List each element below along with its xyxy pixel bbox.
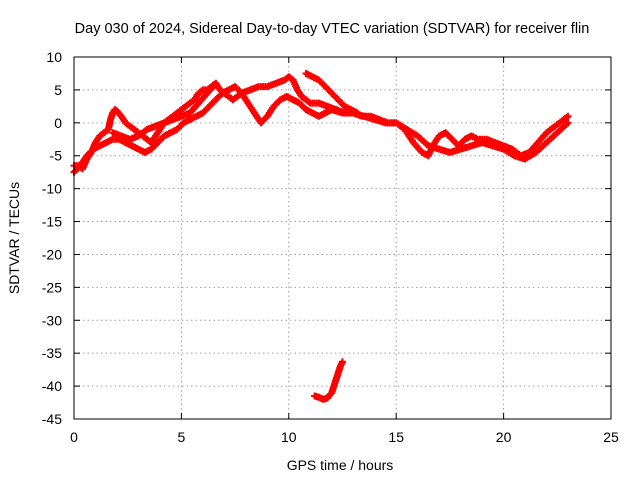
y-tick-label: -30 [42,312,62,328]
y-tick-label: -20 [42,246,62,262]
y-axis-title: SDTVAR / TECUs [6,182,22,294]
data-layer [70,69,572,403]
x-tick-label: 5 [178,429,186,445]
data-point [564,112,572,120]
x-tick-label: 10 [281,429,297,445]
series-outlier [311,358,346,403]
x-axis-title: GPS time / hours [287,457,394,473]
y-tick-label: -45 [42,411,62,427]
x-tick-label: 0 [70,429,78,445]
chart-title: Day 030 of 2024, Sidereal Day-to-day VTE… [75,21,590,37]
series-track-a [70,73,572,173]
tick-layer [73,56,612,420]
y-tick-label: -5 [50,148,63,164]
plot-frame [73,56,612,420]
data-point [339,358,346,366]
x-tick-label: 15 [388,429,404,445]
series-track-d [302,69,362,117]
y-tick-label: 0 [54,115,62,131]
y-tick-label: -40 [42,378,62,394]
y-tick-label: -35 [42,345,62,361]
y-tick-label: 5 [54,82,62,98]
y-tick-label: -15 [42,214,62,230]
data-point [564,119,572,127]
y-tick-label: 10 [46,49,62,65]
tick-label-layer: 0 5 10 15 20 25 10 5 0 -5 -10 -15 -20 -25 -30 -35 -40 -45 [42,49,619,445]
x-tick-label: 20 [496,429,512,445]
y-tick-label: -25 [42,279,62,295]
data-point [354,109,362,117]
grid-layer [74,57,611,419]
y-tick-label: -10 [42,181,62,197]
x-tick-label: 25 [603,429,619,445]
data-point [212,79,220,87]
series-track-c [109,79,220,143]
